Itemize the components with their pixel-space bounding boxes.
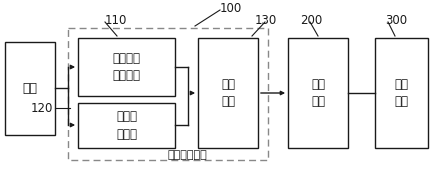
Text: 110: 110: [105, 14, 127, 26]
Bar: [375, 38, 428, 148]
Bar: [198, 38, 258, 148]
Text: 获取计算模块: 获取计算模块: [168, 150, 208, 160]
Text: 时间获
取单元: 时间获 取单元: [116, 110, 137, 140]
Text: 保护
模块: 保护 模块: [394, 78, 409, 108]
Text: 计算
单元: 计算 单元: [221, 78, 235, 108]
Text: 电池温度
获取单元: 电池温度 获取单元: [112, 52, 140, 82]
Bar: [68, 28, 268, 160]
Bar: [288, 38, 348, 148]
Text: 100: 100: [220, 2, 242, 14]
Text: 120: 120: [31, 101, 53, 114]
Text: 200: 200: [300, 14, 322, 26]
Text: 300: 300: [385, 14, 407, 26]
Text: 130: 130: [255, 14, 277, 26]
Text: 处理
模块: 处理 模块: [311, 78, 325, 108]
Bar: [78, 38, 175, 96]
Text: 电池: 电池: [22, 82, 38, 95]
Bar: [78, 103, 175, 148]
Bar: [5, 42, 55, 135]
